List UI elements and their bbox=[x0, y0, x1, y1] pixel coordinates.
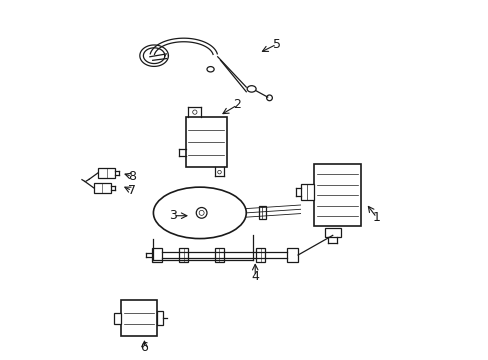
Text: 3: 3 bbox=[169, 209, 177, 222]
Text: 4: 4 bbox=[251, 270, 259, 283]
Bar bbox=[179, 248, 188, 262]
Circle shape bbox=[266, 95, 272, 101]
Ellipse shape bbox=[153, 187, 246, 239]
Bar bbox=[114, 313, 121, 324]
Text: 5: 5 bbox=[272, 38, 280, 51]
Bar bbox=[121, 300, 157, 336]
Bar bbox=[287, 248, 298, 262]
Bar bbox=[300, 184, 313, 200]
Text: 6: 6 bbox=[140, 341, 148, 354]
Bar bbox=[258, 206, 265, 219]
Ellipse shape bbox=[206, 67, 214, 72]
Circle shape bbox=[196, 207, 206, 218]
Circle shape bbox=[199, 210, 203, 215]
Bar bbox=[157, 311, 163, 325]
Bar bbox=[185, 117, 226, 167]
Bar bbox=[98, 168, 115, 178]
Bar bbox=[94, 183, 111, 193]
Text: 7: 7 bbox=[128, 184, 136, 197]
Circle shape bbox=[217, 170, 221, 174]
Bar bbox=[324, 228, 340, 237]
Bar bbox=[256, 248, 264, 262]
Text: 2: 2 bbox=[233, 99, 241, 112]
Bar bbox=[313, 164, 360, 226]
Ellipse shape bbox=[246, 86, 256, 92]
Bar bbox=[151, 248, 162, 262]
Circle shape bbox=[192, 110, 197, 114]
Text: 8: 8 bbox=[128, 170, 136, 183]
Bar bbox=[215, 248, 224, 262]
Text: 1: 1 bbox=[372, 211, 380, 224]
